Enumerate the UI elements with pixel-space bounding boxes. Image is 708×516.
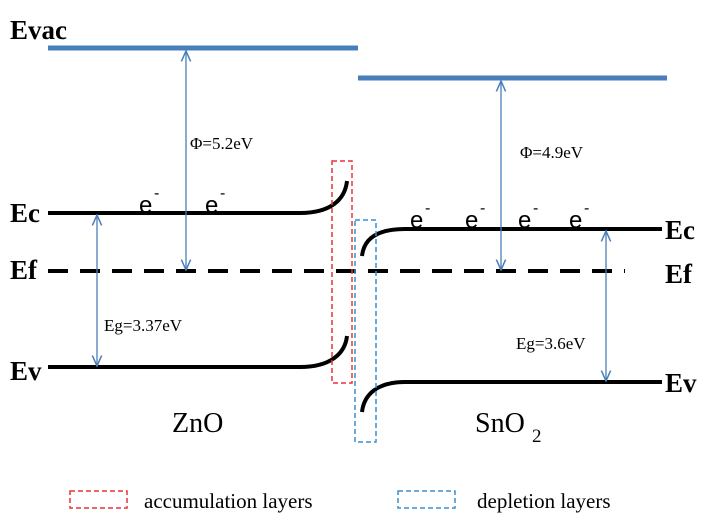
ef-label-left: Ef bbox=[10, 255, 38, 285]
ec-label-left: Ec bbox=[10, 198, 40, 228]
electron-symbol: e bbox=[139, 192, 152, 219]
depletion-layer-box bbox=[354, 219, 377, 443]
valence-band-sno2 bbox=[360, 380, 662, 413]
evac-label: Evac bbox=[10, 15, 67, 45]
electron-symbol: e bbox=[410, 207, 423, 234]
valence-band-zno bbox=[48, 335, 349, 369]
band-gap-label-sno2: Eg=3.6eV bbox=[516, 334, 586, 353]
electron-zno-1: e - bbox=[139, 185, 159, 219]
legend-depletion-label: depletion layers bbox=[477, 489, 611, 513]
conduction-band-sno2 bbox=[360, 227, 662, 257]
legend-depletion-swatch bbox=[397, 490, 456, 509]
ev-label-left: Ev bbox=[10, 356, 42, 386]
work-function-label-sno2: Φ=4.9eV bbox=[520, 143, 584, 162]
ef-label-right: Ef bbox=[665, 259, 693, 289]
electron-charge: - bbox=[220, 185, 225, 202]
electron-charge: - bbox=[584, 200, 589, 217]
electron-sno2-1: e - bbox=[410, 200, 430, 234]
material-label-sno2: SnO 2 bbox=[475, 408, 542, 447]
accumulation-layer-box bbox=[331, 160, 353, 384]
electron-sno2-2: e - bbox=[465, 200, 485, 234]
electron-charge: - bbox=[480, 200, 485, 217]
electron-sno2-3: e - bbox=[518, 200, 538, 234]
legend-accumulation-label: accumulation layers bbox=[144, 489, 313, 513]
ec-label-right: Ec bbox=[665, 215, 695, 245]
electron-symbol: e bbox=[205, 192, 218, 219]
conduction-band-zno bbox=[48, 180, 349, 215]
electron-charge: - bbox=[154, 185, 159, 202]
electron-charge: - bbox=[425, 200, 430, 217]
band-gap-label-zno: Eg=3.37eV bbox=[104, 316, 183, 335]
ev-label-right: Ev bbox=[665, 368, 697, 398]
electron-zno-2: e - bbox=[205, 185, 225, 219]
material-label-zno: ZnO bbox=[172, 408, 223, 439]
legend: accumulation layers depletion layers bbox=[69, 489, 611, 513]
material-label-sno2-subscript: 2 bbox=[532, 426, 542, 447]
material-label-sno2-base: SnO bbox=[475, 408, 525, 439]
electron-symbol: e bbox=[569, 207, 582, 234]
electron-symbol: e bbox=[518, 207, 531, 234]
legend-accumulation-swatch bbox=[69, 490, 128, 509]
electron-charge: - bbox=[533, 200, 538, 217]
electron-sno2-4: e - bbox=[569, 200, 589, 234]
electron-symbol: e bbox=[465, 207, 478, 234]
work-function-label-zno: Φ=5.2eV bbox=[190, 134, 254, 153]
